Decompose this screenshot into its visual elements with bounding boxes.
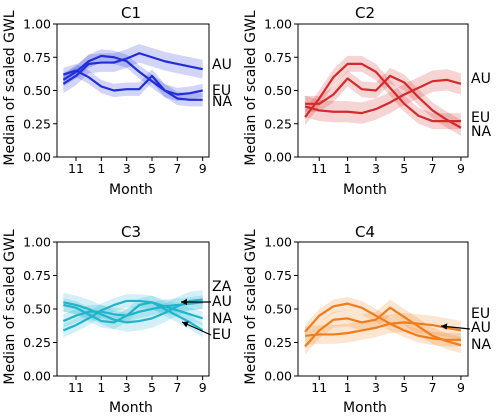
x-tick-label: 11	[311, 161, 327, 176]
y-axis-label: Median of scaled GWL	[243, 10, 259, 165]
x-tick-label: 1	[344, 380, 352, 395]
y-tick-label: 0.25	[23, 116, 51, 131]
panel-c2: C2 Median of scaled GWL Month 0.00 0.25 0.…	[243, 4, 491, 198]
confidence-band-na	[305, 67, 461, 136]
series-label-eu: EU	[212, 83, 231, 99]
x-tick-label: 1	[97, 380, 105, 395]
annotation-arrow-head	[182, 321, 189, 328]
x-tick-label: 9	[457, 161, 465, 176]
series-label-au: AU	[471, 320, 491, 336]
x-axis-label: Month	[343, 400, 387, 416]
x-tick-label: 9	[199, 161, 207, 176]
confidence-band-eu	[305, 55, 461, 130]
x-axis-label: Month	[109, 400, 153, 416]
series-label-eu: EU	[212, 327, 231, 343]
y-tick-label: 1.00	[264, 17, 292, 32]
confidence-band-za	[63, 290, 203, 332]
y-tick-label: 0.00	[264, 369, 292, 384]
x-tick-label: 3	[123, 161, 131, 176]
y-tick-label: 0.00	[264, 150, 292, 165]
y-tick-label: 0.50	[23, 83, 51, 98]
y-tick-label: 0.75	[264, 50, 292, 65]
series-line-na	[305, 74, 462, 129]
series-line-na	[304, 306, 462, 348]
series-label-au: AU	[212, 294, 232, 310]
x-tick-label: 11	[311, 380, 327, 395]
x-tick-label: 7	[429, 161, 437, 176]
x-tick-label: 3	[372, 380, 380, 395]
x-tick-label: 1	[97, 161, 105, 176]
y-tick-label: 0.75	[23, 50, 51, 65]
y-tick-label: 0.50	[264, 83, 292, 98]
series-label-na: NA	[471, 124, 491, 140]
panel-c1: C1 Median of scaled GWL Month 0.00 0.25 0.…	[2, 4, 232, 198]
x-tick-label: 1	[344, 161, 352, 176]
y-tick-label: 0.25	[23, 335, 51, 350]
series-label-na: NA	[212, 94, 232, 110]
confidence-band-au	[305, 313, 461, 346]
y-tick-label: 1.00	[264, 235, 292, 250]
series-line-na	[62, 299, 203, 332]
y-tick-label: 0.25	[264, 335, 292, 350]
series-line-au	[304, 78, 462, 115]
series-label-eu: EU	[471, 306, 490, 322]
x-axis-label: Month	[109, 182, 153, 198]
y-axis-label: Median of scaled GWL	[2, 229, 18, 384]
y-tick-label: 0.25	[264, 116, 292, 131]
series-line-au	[304, 321, 462, 337]
series-line-eu	[63, 301, 204, 332]
panel-title: C2	[355, 4, 375, 22]
x-tick-label: 5	[148, 161, 156, 176]
series-line-au	[62, 52, 203, 85]
panel-title: C1	[121, 4, 141, 22]
series-label-au: AU	[471, 71, 491, 87]
y-tick-label: 1.00	[23, 235, 51, 250]
confidence-band-na	[63, 63, 203, 107]
panel-title: C3	[121, 223, 141, 241]
x-tick-label: 5	[400, 161, 408, 176]
x-tick-label: 7	[173, 161, 181, 176]
x-tick-label: 11	[68, 161, 84, 176]
x-axis-label: Month	[343, 182, 387, 198]
panel-c4: C4 Median of scaled GWL Month 0.00 0.25 0.…	[243, 223, 491, 416]
x-tick-label: 5	[400, 380, 408, 395]
x-tick-label: 11	[68, 380, 84, 395]
series-label-na: NA	[471, 337, 491, 353]
panel-c3: C3 Median of scaled GWL Month 0.00 0.25 0.…	[2, 223, 232, 416]
confidence-band-au	[305, 69, 461, 124]
x-tick-label: 3	[123, 380, 131, 395]
y-axis-label: Median of scaled GWL	[243, 229, 259, 384]
y-tick-label: 0.00	[23, 150, 51, 165]
x-tick-label: 3	[372, 161, 380, 176]
annotation-arrow-head	[181, 298, 187, 306]
x-tick-label: 7	[429, 380, 437, 395]
y-tick-label: 0.75	[264, 268, 292, 283]
series-line-eu	[304, 302, 461, 341]
y-tick-label: 0.75	[23, 268, 51, 283]
series-line-eu	[304, 62, 461, 123]
y-axis-label: Median of scaled GWL	[2, 10, 18, 165]
series-label-za: ZA	[212, 279, 232, 295]
y-tick-label: 0.50	[23, 302, 51, 317]
series-line-eu	[62, 54, 203, 96]
y-tick-label: 0.50	[264, 302, 292, 317]
x-tick-label: 7	[173, 380, 181, 395]
y-tick-label: 0.00	[23, 369, 51, 384]
series-label-au: AU	[212, 57, 232, 73]
x-tick-label: 9	[199, 380, 207, 395]
confidence-band-eu	[305, 296, 461, 347]
panel-title: C4	[355, 223, 375, 241]
y-tick-label: 1.00	[23, 17, 51, 32]
annotation-arrow-head	[441, 323, 448, 330]
x-tick-label: 9	[457, 380, 465, 395]
series-label-na: NA	[212, 311, 232, 327]
series-label-eu: EU	[471, 110, 490, 126]
series-line-na	[63, 69, 203, 101]
x-tick-label: 5	[148, 380, 156, 395]
confidence-band-na	[305, 299, 461, 355]
